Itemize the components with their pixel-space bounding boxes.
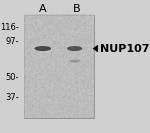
Ellipse shape: [34, 46, 51, 51]
FancyBboxPatch shape: [24, 15, 94, 118]
Ellipse shape: [69, 60, 80, 63]
Text: 50-: 50-: [6, 73, 19, 82]
Polygon shape: [93, 45, 98, 52]
Ellipse shape: [67, 46, 82, 51]
Text: 116-: 116-: [0, 23, 19, 32]
Text: 97-: 97-: [6, 37, 19, 46]
Text: 37-: 37-: [5, 93, 19, 102]
Text: NUP107: NUP107: [100, 43, 150, 54]
Text: A: A: [39, 4, 47, 14]
Text: B: B: [73, 4, 81, 14]
